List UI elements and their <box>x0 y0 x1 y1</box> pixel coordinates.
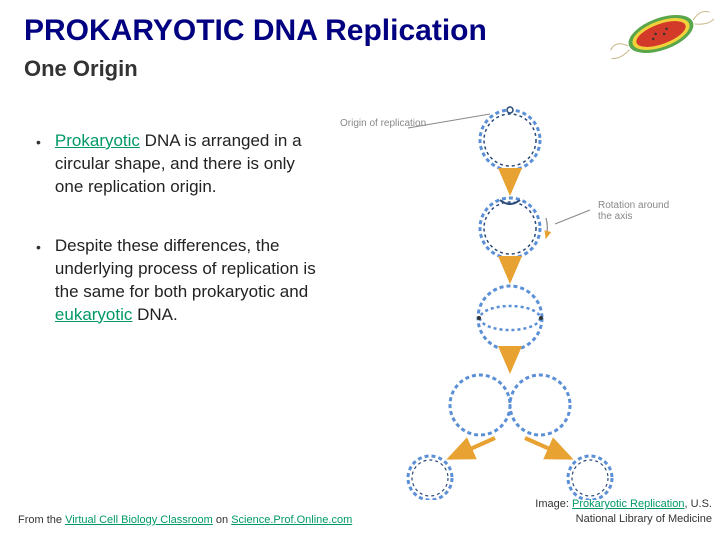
footer-link-image[interactable]: Prokaryotic Replication <box>572 498 685 510</box>
bullet-text: Prokaryotic DNA is arranged in a circula… <box>55 130 316 199</box>
footer-link-site[interactable]: Science.Prof.Online.com <box>231 514 352 526</box>
bullet-post: DNA. <box>132 305 177 324</box>
bullet-marker: • <box>36 134 41 199</box>
eukaryotic-link[interactable]: eukaryotic <box>55 305 132 324</box>
bullet-list: • Prokaryotic DNA is arranged in a circu… <box>36 130 316 363</box>
bullet-marker: • <box>36 239 41 327</box>
prokaryotic-link[interactable]: Prokaryotic <box>55 131 140 150</box>
footer-mid: on <box>213 514 231 526</box>
footer-pre: From the <box>18 514 65 526</box>
footer-link-classroom[interactable]: Virtual Cell Biology Classroom <box>65 514 213 526</box>
bullet-pre: Despite these differences, the underlyin… <box>55 236 316 301</box>
footer-r-pre: Image: <box>535 498 572 510</box>
bullet-item: • Prokaryotic DNA is arranged in a circu… <box>36 130 316 199</box>
origin-label: Origin of replication <box>340 118 426 129</box>
bacterium-image <box>606 4 716 64</box>
footer-right: Image: Prokaryotic Replication, U.S. Nat… <box>535 497 712 526</box>
bullet-item: • Despite these differences, the underly… <box>36 235 316 327</box>
footer-left: From the Virtual Cell Biology Classroom … <box>18 514 352 526</box>
replication-diagram: Origin of replication Rotation around th… <box>340 100 720 500</box>
bullet-text: Despite these differences, the underlyin… <box>55 235 316 327</box>
footer-r-post: , U.S. <box>684 498 712 510</box>
rotation-label: Rotation around the axis <box>598 200 678 222</box>
footer-r-line2: National Library of Medicine <box>576 513 712 525</box>
